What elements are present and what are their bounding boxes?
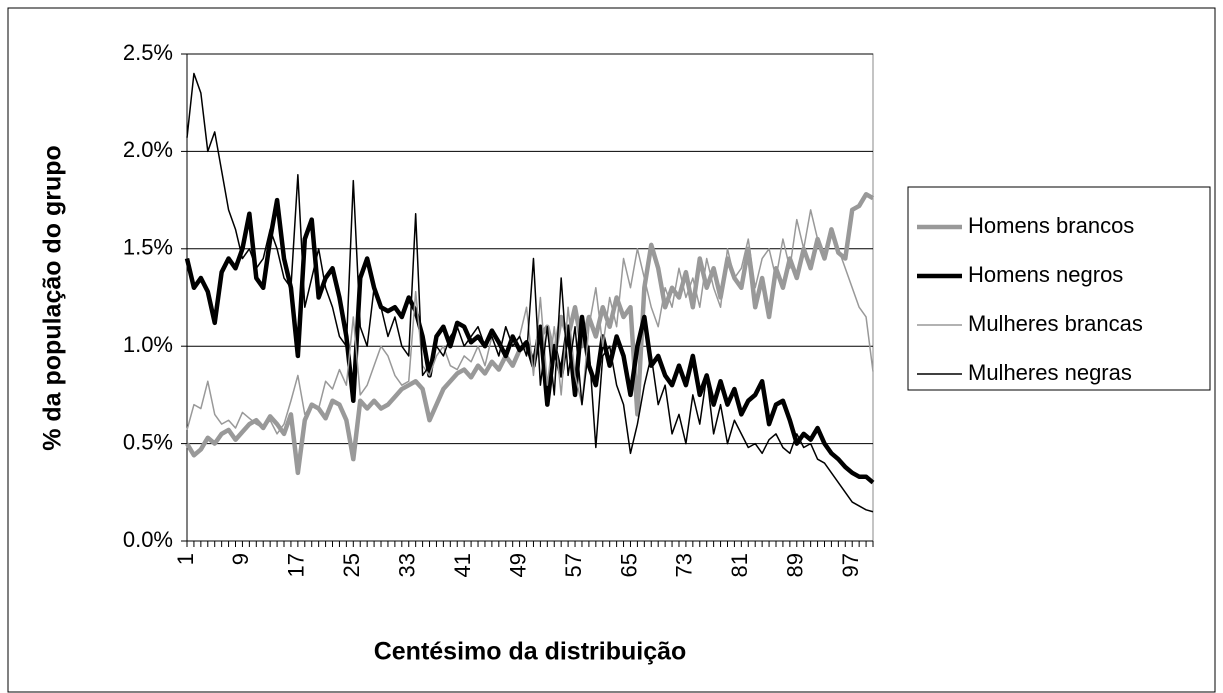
legend-box xyxy=(907,186,1211,391)
y-tick-label: 1.0% xyxy=(123,332,173,357)
legend-label: Homens brancos xyxy=(968,213,1134,238)
x-tick-label: 57 xyxy=(561,553,586,577)
x-tick-label: 97 xyxy=(838,553,863,577)
legend-label: Homens negros xyxy=(968,262,1123,287)
x-tick-label: 41 xyxy=(450,553,475,577)
y-tick-label: 2.0% xyxy=(123,137,173,162)
x-tick-label: 89 xyxy=(783,553,808,577)
y-tick-label: 0.5% xyxy=(123,429,173,454)
x-tick-label: 73 xyxy=(672,553,697,577)
y-tick-label: 2.5% xyxy=(123,40,173,65)
y-tick-label: 1.5% xyxy=(123,235,173,260)
x-tick-label: 65 xyxy=(616,553,641,577)
x-axis-label: Centésimo da distribuição xyxy=(374,638,687,666)
legend-label: Mulheres negras xyxy=(968,360,1132,385)
x-tick-label: 17 xyxy=(284,553,309,577)
x-tick-label: 9 xyxy=(228,553,253,565)
x-tick-label: 81 xyxy=(727,553,752,577)
y-axis-label: % da população do grupo xyxy=(39,145,67,451)
x-tick-label: 49 xyxy=(505,553,530,577)
y-tick-label: 0.0% xyxy=(123,527,173,552)
x-tick-label: 1 xyxy=(173,553,198,565)
legend-label: Mulheres brancas xyxy=(968,311,1143,336)
series-line xyxy=(184,197,875,485)
x-tick-label: 25 xyxy=(339,553,364,577)
x-tick-label: 33 xyxy=(395,553,420,577)
series-line xyxy=(186,209,874,435)
series-line xyxy=(186,72,874,513)
